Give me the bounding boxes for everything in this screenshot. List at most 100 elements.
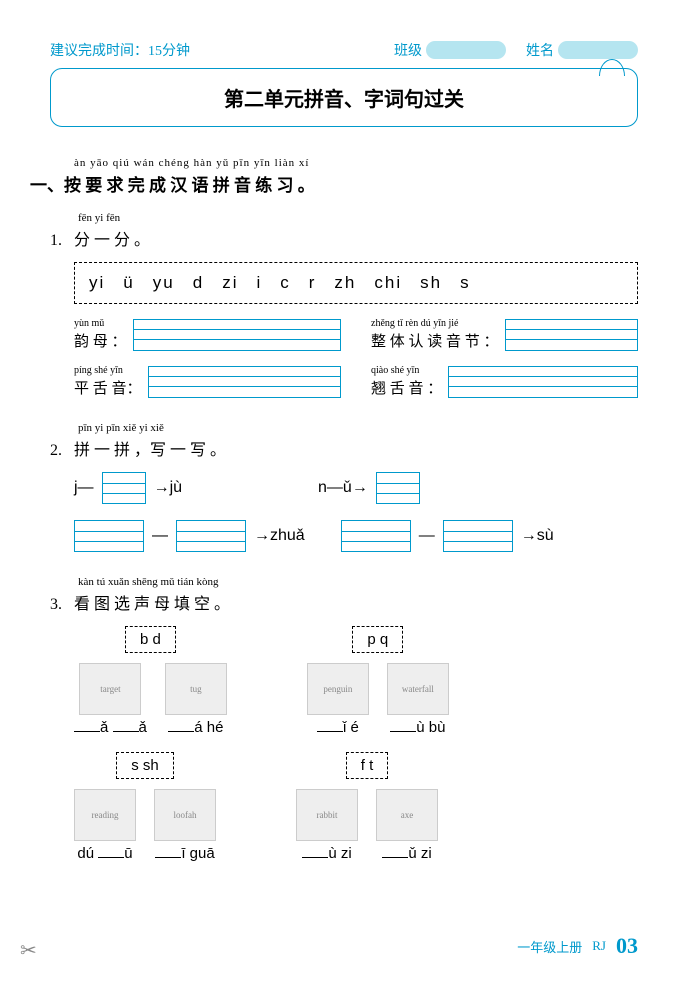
page-title: 第二单元拼音、字词句过关 bbox=[50, 68, 638, 127]
scissors-icon: ✂ bbox=[20, 938, 37, 963]
qiaoshi-input[interactable] bbox=[448, 366, 638, 398]
fill-blank[interactable] bbox=[390, 731, 416, 732]
name-blank[interactable] bbox=[558, 41, 638, 59]
footer-series: RJ bbox=[592, 938, 606, 954]
pin-box-2[interactable] bbox=[376, 472, 420, 504]
illustration-reading: reading bbox=[74, 789, 136, 841]
answer-line: ù zi bbox=[302, 845, 351, 862]
letter-yi: yi bbox=[89, 273, 105, 292]
sub-3-num: 3. bbox=[50, 596, 74, 614]
answer-text: ù zi bbox=[328, 845, 351, 862]
letter-d: d bbox=[193, 273, 204, 292]
yunmu-label: 韵 母 ： bbox=[74, 334, 127, 350]
fill-blank[interactable] bbox=[168, 731, 194, 732]
letter-s: s bbox=[460, 273, 471, 292]
zhengti-input[interactable] bbox=[505, 319, 638, 351]
answer-text: dú bbox=[77, 845, 98, 862]
pin-zhua: →zhuǎ bbox=[254, 527, 305, 545]
fill-blank[interactable] bbox=[113, 731, 139, 732]
class-field: 班级 bbox=[394, 40, 506, 60]
sub-3-text: 看 图 选 声 母 填 空 。 bbox=[74, 596, 230, 613]
letter-i: i bbox=[256, 273, 262, 292]
choice-group: b dtargetǎ ǎtugá hé bbox=[74, 626, 227, 742]
field-pingshi: píng shé yīn 平 舌 音： bbox=[74, 365, 341, 398]
letter-r: r bbox=[309, 273, 317, 292]
answer-text: ǎ bbox=[100, 719, 113, 736]
pin-box-4[interactable] bbox=[176, 520, 246, 552]
letter-ü: ü bbox=[123, 273, 134, 292]
fill-blank[interactable] bbox=[382, 857, 408, 858]
class-blank[interactable] bbox=[426, 41, 506, 59]
footer-page: 03 bbox=[616, 933, 638, 959]
answer-line: á hé bbox=[168, 719, 223, 736]
answer-text: ǎ bbox=[139, 719, 147, 736]
letter-zi: zi bbox=[222, 273, 238, 292]
answer-text: ī guā bbox=[181, 845, 214, 862]
illustration-target: target bbox=[79, 663, 141, 715]
section-1: àn yāo qiú wán chéng hàn yǔ pīn yīn liàn… bbox=[50, 157, 638, 868]
pin-nu: n—ǔ→ bbox=[318, 479, 368, 497]
pingshi-pinyin: píng shé yīn bbox=[74, 365, 142, 376]
answer-text: ǔ zi bbox=[408, 845, 431, 862]
dash-2: — bbox=[419, 527, 435, 545]
field-qiaoshi: qiào shé yīn 翘 舌 音 ： bbox=[371, 365, 638, 398]
sub-2: pīn yi pīn xiě yi xiě 2.拼 一 拼 ，写 一 写 。 j… bbox=[50, 422, 638, 552]
pin-box-3[interactable] bbox=[74, 520, 144, 552]
time-label: 建议完成时间：15分钟 bbox=[50, 40, 190, 60]
illustration-waterfall: waterfall bbox=[387, 663, 449, 715]
illustration-penguin: penguin bbox=[307, 663, 369, 715]
yunmu-pinyin: yùn mǔ bbox=[74, 318, 127, 329]
sub-2-pinyin: pīn yi pīn xiě yi xiě bbox=[78, 422, 638, 434]
fill-blank[interactable] bbox=[155, 857, 181, 858]
sub-1: fēn yi fēn 1.分 一 分 。 yiüyudziicrzhchishs… bbox=[50, 212, 638, 398]
sub-2-text: 拼 一 拼 ，写 一 写 。 bbox=[74, 442, 226, 459]
sub-3-pinyin: kàn tú xuǎn shēng mǔ tián kòng bbox=[78, 576, 638, 588]
fill-blank[interactable] bbox=[98, 857, 124, 858]
choice-group: p qpenguinǐ éwaterfallù bù bbox=[307, 626, 449, 742]
name-label: 姓名 bbox=[526, 40, 554, 60]
zhengti-pinyin: zhěng tǐ rèn dú yīn jié bbox=[371, 318, 499, 329]
qiaoshi-label: 翘 舌 音 ： bbox=[371, 381, 442, 397]
header-row: 建议完成时间：15分钟 班级 姓名 bbox=[50, 40, 638, 60]
sub-3-heading: kàn tú xuǎn shēng mǔ tián kòng 3.看 图 选 声… bbox=[50, 576, 638, 614]
illustration-tug: tug bbox=[165, 663, 227, 715]
fill-blank[interactable] bbox=[317, 731, 343, 732]
name-field: 姓名 bbox=[526, 40, 638, 60]
field-zhengti: zhěng tǐ rèn dú yīn jié 整 体 认 读 音 节 ： bbox=[371, 318, 638, 351]
sub-2-heading: pīn yi pīn xiě yi xiě 2.拼 一 拼 ，写 一 写 。 bbox=[50, 422, 638, 460]
choice-group: s shreadingdú ūloofahī guā bbox=[74, 752, 216, 868]
answer-line: dú ū bbox=[77, 845, 132, 862]
illustration-rabbit: rabbit bbox=[296, 789, 358, 841]
zhengti-label: 整 体 认 读 音 节 ： bbox=[371, 334, 499, 350]
letter-yu: yu bbox=[153, 273, 175, 292]
yunmu-input[interactable] bbox=[133, 319, 341, 351]
choice-group: f trabbitù ziaxeǔ zi bbox=[296, 752, 438, 868]
letter-zh: zh bbox=[334, 273, 356, 292]
field-yunmu: yùn mǔ 韵 母 ： bbox=[74, 318, 341, 351]
answer-text: ǐ é bbox=[343, 719, 359, 736]
sub-2-num: 2. bbox=[50, 442, 74, 460]
section-1-text: 一、按 要 求 完 成 汉 语 拼 音 练 习 。 bbox=[30, 176, 315, 195]
section-1-pinyin: àn yāo qiú wán chéng hàn yǔ pīn yīn liàn… bbox=[74, 157, 638, 169]
sub-3: kàn tú xuǎn shēng mǔ tián kòng 3.看 图 选 声… bbox=[50, 576, 638, 868]
pin-box-1[interactable] bbox=[102, 472, 146, 504]
illustration-loofah: loofah bbox=[154, 789, 216, 841]
pin-box-5[interactable] bbox=[341, 520, 411, 552]
answer-text: ū bbox=[124, 845, 132, 862]
fill-blank[interactable] bbox=[302, 857, 328, 858]
letter-chi: chi bbox=[374, 273, 402, 292]
fill-blank[interactable] bbox=[74, 731, 100, 732]
page-footer: 一年级上册 RJ 03 bbox=[517, 933, 638, 959]
footer-grade: 一年级上册 bbox=[517, 937, 582, 956]
letter-c: c bbox=[280, 273, 291, 292]
pingshi-input[interactable] bbox=[148, 366, 341, 398]
pin-box-6[interactable] bbox=[443, 520, 513, 552]
pin-j: j— bbox=[74, 479, 94, 497]
letter-bank: yiüyudziicrzhchishs bbox=[74, 262, 638, 304]
section-1-heading: àn yāo qiú wán chéng hàn yǔ pīn yīn liàn… bbox=[30, 157, 638, 196]
answer-line: ù bù bbox=[390, 719, 445, 736]
class-label: 班级 bbox=[394, 40, 422, 60]
choice-box: f t bbox=[346, 752, 389, 779]
sub-1-num: 1. bbox=[50, 232, 74, 250]
answer-text: ù bù bbox=[416, 719, 445, 736]
